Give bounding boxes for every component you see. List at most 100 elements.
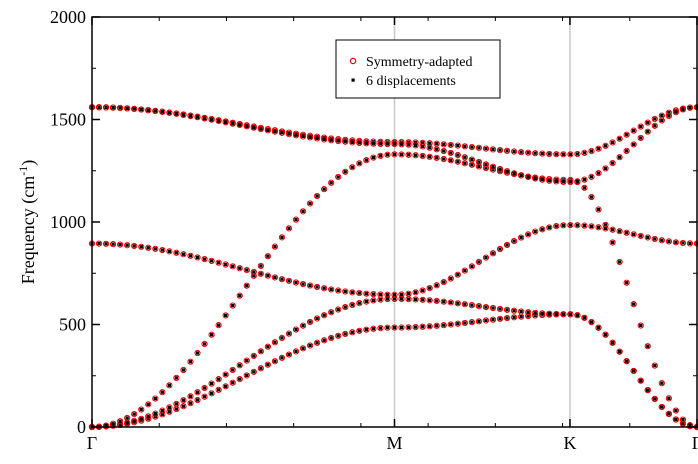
displacement-point <box>245 373 249 378</box>
symmetry-adapted-point <box>602 165 609 172</box>
displacement-point <box>667 412 671 416</box>
symmetry-adapted-point <box>306 134 314 141</box>
displacement-point <box>421 144 425 149</box>
displacement-point <box>498 307 502 311</box>
symmetry-adapted-point <box>173 400 180 408</box>
displacement-point <box>238 294 242 298</box>
symmetry-adapted-point <box>588 223 595 230</box>
symmetry-adapted-point <box>510 307 518 314</box>
displacement-point <box>350 303 354 307</box>
displacement-point <box>470 145 474 149</box>
displacement-point <box>484 318 488 323</box>
symmetry-adapted-point <box>658 237 665 244</box>
displacement-point <box>125 421 129 425</box>
symmetry-adapted-point <box>532 228 539 235</box>
displacement-point <box>167 383 171 387</box>
symmetry-adapted-point <box>264 343 271 350</box>
displacement-point <box>392 325 397 330</box>
symmetry-adapted-point <box>243 266 250 274</box>
symmetry-adapted-point <box>679 416 687 423</box>
displacement-point <box>231 381 235 385</box>
displacement-point <box>287 332 291 336</box>
displacement-point <box>287 132 291 136</box>
displacement-point <box>554 177 558 182</box>
symmetry-adapted-point <box>679 106 687 113</box>
displacement-point <box>245 124 249 128</box>
displacement-point <box>294 218 298 222</box>
symmetry-adapted-point <box>553 151 560 158</box>
displacement-point <box>625 149 629 153</box>
symmetry-adapted-point <box>525 149 532 156</box>
displacement-point <box>456 273 460 277</box>
symmetry-adapted-point <box>503 314 511 322</box>
symmetry-adapted-point <box>391 141 398 148</box>
symmetry-adapted-point <box>609 239 616 246</box>
symmetry-adapted-point <box>482 317 490 324</box>
symmetry-adapted-point <box>243 123 250 130</box>
displacement-point <box>477 164 481 169</box>
displacement-point <box>392 140 397 144</box>
symmetry-adapted-point <box>349 139 356 146</box>
symmetry-adapted-point <box>623 131 630 138</box>
symmetry-adapted-point <box>623 279 630 286</box>
symmetry-adapted-point <box>271 339 279 346</box>
symmetry-adapted-point <box>686 104 694 111</box>
displacement-point <box>526 314 530 318</box>
displacement-point <box>681 107 685 112</box>
symmetry-adapted-point <box>349 329 356 336</box>
displacement-point <box>660 238 664 242</box>
symmetry-adapted-point <box>356 289 363 297</box>
displacement-point <box>266 345 270 349</box>
symmetry-adapted-point <box>447 141 454 149</box>
symmetry-adapted-point <box>384 151 391 158</box>
displacement-point <box>632 232 636 236</box>
symmetry-adapted-point <box>609 139 616 146</box>
displacement-point <box>575 313 580 317</box>
symmetry-adapted-point <box>623 358 630 365</box>
displacement-point <box>392 142 397 146</box>
symmetry-adapted-point <box>630 141 637 148</box>
symmetry-adapted-point <box>187 393 194 400</box>
symmetry-adapted-point <box>299 133 307 140</box>
symmetry-adapted-point <box>637 232 644 240</box>
symmetry-adapted-point <box>595 206 602 213</box>
symmetry-adapted-point <box>433 146 440 153</box>
displacement-point <box>252 370 256 374</box>
displacement-point <box>364 299 368 304</box>
displacement-point <box>618 155 622 159</box>
displacement-point <box>308 135 312 140</box>
displacement-point <box>315 194 319 198</box>
displacement-point <box>202 116 207 121</box>
symmetry-adapted-point <box>215 117 222 125</box>
displacement-point <box>632 369 636 373</box>
symmetry-adapted-point <box>370 325 377 332</box>
displacement-point <box>449 143 453 147</box>
displacement-point <box>132 107 136 111</box>
displacement-point <box>350 140 354 144</box>
symmetry-adapted-point <box>658 380 665 387</box>
symmetry-adapted-point <box>328 137 335 144</box>
displacement-point <box>519 315 523 319</box>
displacement-point <box>336 175 340 179</box>
displacement-point <box>301 134 305 138</box>
axes: 0 500 1000 1500 2000 Γ M K Γ <box>50 7 698 453</box>
displacement-point <box>111 106 115 110</box>
displacement-point <box>315 316 319 321</box>
symmetry-adapted-point <box>278 129 286 136</box>
symmetry-adapted-point <box>370 154 377 161</box>
symmetry-adapted-point <box>257 348 264 355</box>
symmetry-adapted-point <box>644 343 651 350</box>
symmetry-adapted-point <box>236 292 243 299</box>
displacement-point <box>428 298 432 302</box>
symmetry-adapted-point <box>468 302 475 309</box>
displacement-point <box>195 115 200 119</box>
displacement-point <box>484 147 488 151</box>
displacement-point <box>667 111 671 115</box>
symmetry-adapted-point <box>250 352 257 360</box>
displacement-point <box>540 152 544 156</box>
symmetry-adapted-point <box>166 382 173 389</box>
displacement-point <box>470 303 474 307</box>
symmetry-adapted-point <box>419 287 426 294</box>
displacement-point <box>533 311 537 315</box>
displacement-point <box>301 133 305 137</box>
